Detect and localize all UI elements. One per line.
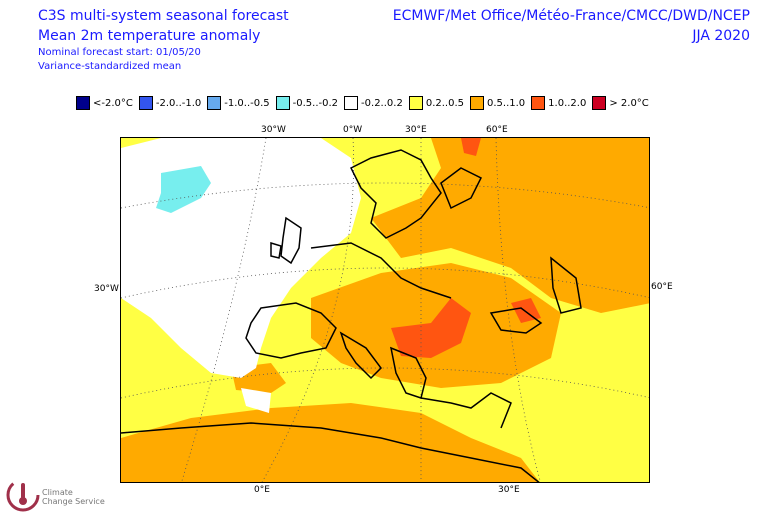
legend-swatch: [592, 96, 607, 110]
legend-swatch: [531, 96, 546, 110]
left-label-30w: 30°W: [94, 284, 119, 294]
title-block: C3S multi-system seasonal forecast Mean …: [38, 6, 289, 74]
legend-item: 1.0..2.0: [531, 96, 586, 110]
legend-swatch: [207, 96, 222, 110]
legend-item: -0.5..-0.2: [275, 96, 339, 110]
legend-swatch: [470, 96, 484, 110]
right-label-60e: 60°E: [651, 282, 673, 292]
anomaly-region-eastern-europe: [391, 298, 471, 358]
legend-swatch: [408, 96, 423, 110]
top-label-30e: 30°E: [405, 125, 427, 135]
forecast-start: Nominal forecast start: 01/05/20: [38, 47, 201, 58]
legend-swatch: [76, 96, 90, 110]
centres-list: ECMWF/Met Office/Météo-France/CMCC/DWD/N…: [392, 8, 750, 24]
method-note: Variance-standardized mean: [38, 61, 182, 72]
anomaly-map: [120, 137, 650, 483]
bottom-label-0e: 0°E: [254, 485, 270, 495]
legend-swatch: [275, 96, 290, 110]
cold-anomaly-atlantic: [156, 166, 211, 213]
logo-text: Climate Change Service: [42, 488, 105, 506]
title-line1: C3S multi-system seasonal forecast: [38, 8, 289, 24]
coastlines: [121, 149, 582, 482]
graticule: [121, 138, 649, 482]
legend-label: <-2.0°C: [93, 97, 133, 109]
legend-item: -0.2..0.2: [344, 96, 403, 110]
anomaly-region-north: [461, 138, 481, 156]
top-label-30w: 30°W: [261, 125, 286, 135]
thermometer-icon: [6, 478, 40, 512]
legend-label: 1.0..2.0: [548, 97, 587, 109]
color-legend: <-2.0°C -2.0..-1.0 -1.0..-0.5 -0.5..-0.2…: [76, 95, 655, 111]
logo-line2: Change Service: [42, 497, 105, 506]
legend-item: 0.2..0.5: [408, 96, 464, 110]
legend-label: -1.0..-0.5: [224, 97, 270, 109]
title-right-block: ECMWF/Met Office/Météo-France/CMCC/DWD/N…: [393, 6, 750, 46]
near-normal-west: [241, 388, 271, 413]
legend-item: -2.0..-1.0: [138, 96, 202, 110]
map-svg: [121, 138, 649, 482]
legend-label: > 2.0°C: [609, 97, 649, 109]
legend-swatch: [344, 96, 359, 110]
anomaly-region-east: [371, 138, 649, 313]
legend-label: -0.2..0.2: [361, 97, 403, 109]
top-label-0w: 0°W: [343, 125, 363, 135]
title-line2: Mean 2m temperature anomaly: [38, 28, 261, 44]
legend-label: 0.2..0.5: [425, 97, 464, 109]
anomaly-region-south: [121, 403, 540, 482]
bottom-label-30e: 30°E: [498, 485, 520, 495]
legend-item: 0.5..1.0: [470, 96, 525, 110]
season-label: JJA 2020: [692, 28, 750, 44]
legend-label: -0.5..-0.2: [292, 97, 339, 109]
copernicus-logo: [6, 476, 40, 518]
legend-swatch: [138, 96, 153, 110]
top-label-60e: 60°E: [486, 125, 508, 135]
legend-item: > 2.0°C: [592, 96, 649, 110]
legend-label: 0.5..1.0: [487, 97, 526, 109]
legend-item: -1.0..-0.5: [207, 96, 270, 110]
legend-item: <-2.0°C: [76, 96, 133, 110]
legend-label: -2.0..-1.0: [155, 97, 202, 109]
logo-line1: Climate: [42, 488, 73, 497]
